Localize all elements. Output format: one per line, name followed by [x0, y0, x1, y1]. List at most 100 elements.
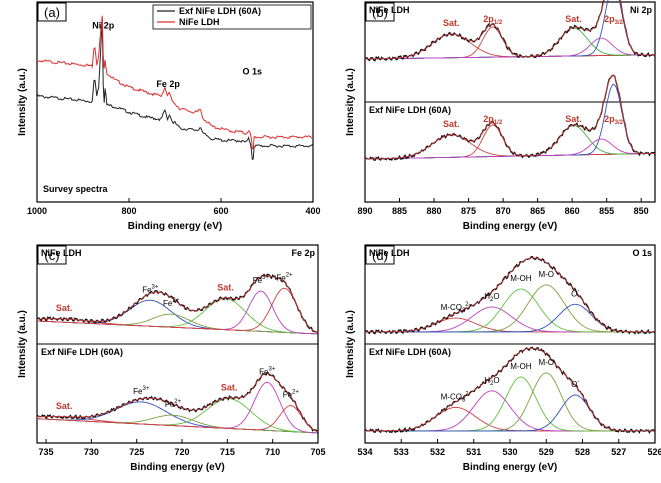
panel-d-component-peak: [365, 372, 655, 432]
panel-b-component-peak: [365, 125, 655, 160]
panel-b-xtick-label: 855: [599, 206, 614, 216]
panel-d-component-peak: [365, 390, 655, 432]
panel-a-series-1: [36, 15, 314, 150]
panel-b-xtick-label: 860: [565, 206, 580, 216]
panel-d-peak-label: O-: [571, 379, 579, 389]
panel-c-raw-data: [36, 273, 319, 335]
panel-b-xtick-label: 885: [392, 206, 407, 216]
panel-a-annotation: O 1s: [243, 67, 263, 77]
panel-a-xtick-label: 600: [213, 206, 228, 216]
panel-c-component-peak: [36, 405, 319, 433]
panel-c-sample-label: NiFe LDH: [41, 248, 82, 258]
panel-b-component-peak: [365, 26, 655, 60]
panel-d-corner-label: O 1s: [632, 248, 652, 258]
panel-b-label-box: [365, 2, 395, 22]
panel-b-xlabel: Binding energy (eV): [463, 221, 557, 232]
panel-b-component-peak: [365, 134, 655, 160]
panel-b-component-peak: [365, 37, 655, 60]
panel-d-peak-label: M-O: [538, 358, 554, 367]
panel-c-component-peak: [36, 381, 319, 434]
panel-c-peak-label: Fe2+: [276, 272, 293, 282]
panel-d-peak-label: M-OH: [510, 362, 532, 371]
panel-d-peak-label: M-CO32-: [441, 391, 471, 403]
panel-c-peak-label: Sat.: [217, 283, 234, 293]
panel-d-ylabel: Intensity (a.u.): [345, 310, 356, 378]
panel-a-legend-entry: Exf NiFe LDH (60A): [179, 6, 261, 16]
panel-c-envelope: [37, 373, 319, 433]
panel-d-component-peak: [365, 394, 655, 432]
panel-c-peak-label: Sat.: [56, 401, 73, 411]
panel-c-peak-label: Fe2+: [283, 390, 300, 400]
panel-a-xlabel: Binding energy (eV): [128, 221, 222, 232]
panel-c-xtick-label: 710: [265, 447, 280, 457]
panel-d-component-peak: [365, 306, 655, 333]
panel-a-xtick-label: 800: [121, 206, 136, 216]
panel-a-legend: [152, 4, 312, 30]
panel-b-peak-label: Sat.: [565, 114, 582, 124]
panel-b-xtick-label: 880: [427, 206, 442, 216]
panel-d-peak-label: M-O: [538, 270, 554, 279]
panel-d-sample-label: Exf NiFe LDH (60A): [369, 347, 451, 357]
panel-d-label-box: [365, 245, 395, 265]
panel-b-sample-label: Exf NiFe LDH (60A): [369, 105, 451, 115]
panel-d-xtick-label: 532: [430, 447, 445, 457]
panel-b-raw-data: [364, 0, 656, 62]
panel-b-peak-label: 2p1/2: [483, 114, 503, 126]
panel-b-sample-label: NiFe LDH: [369, 5, 410, 15]
panel-d-xtick-label: 531: [466, 447, 481, 457]
panel-c-xtick-label: 725: [129, 447, 144, 457]
panel-d-xtick-label: 528: [575, 447, 590, 457]
panel-c-corner-label: Fe 2p: [291, 248, 315, 258]
panel-c-envelope: [37, 275, 319, 334]
panel-d-peak-label: H2O: [484, 376, 499, 387]
panel-c-xtick-label: 720: [175, 447, 190, 457]
panel-c-xtick-label: 735: [39, 447, 54, 457]
panel-d-peak-label: H2O: [484, 292, 499, 303]
panel-d-xtick-label: 533: [394, 447, 409, 457]
panel-b-peak-label: Sat.: [565, 14, 582, 24]
panel-a-panel-label: (a): [44, 5, 60, 20]
panel-b-component-peak: [365, 27, 655, 60]
panel-d-peak-label: M-CO32-: [441, 302, 471, 314]
panel-d-raw-data: [364, 255, 656, 335]
panel-b-corner-label: Ni 2p: [630, 5, 653, 15]
panel-b-panel-label: (b): [372, 5, 388, 20]
panel-a-series-0: [36, 18, 314, 160]
panel-d-xlabel: Binding energy (eV): [463, 462, 557, 473]
panel-c-component-peak: [37, 299, 319, 335]
panel-c-xlabel: Binding energy (eV): [130, 462, 224, 473]
panel-c-xtick-label: 705: [310, 447, 325, 457]
panel-c-panel-label: (c): [44, 248, 59, 263]
panel-b-xtick-label: 865: [530, 206, 545, 216]
panel-a-frame: [36, 1, 314, 203]
panel-d-component-peak: [365, 376, 655, 432]
panel-c-peak-label: Sat.: [56, 303, 73, 313]
panel-b-xtick-label: 890: [357, 206, 372, 216]
panel-a-label-box: [37, 2, 67, 22]
panel-c-peak-label: Fe3+: [133, 386, 150, 396]
panel-d-component-peak: [365, 284, 655, 333]
panel-c-xtick-label: 715: [220, 447, 235, 457]
panel-c-peak-label: Fe2+: [163, 298, 180, 308]
panel-a-xtick-label: 1000: [27, 206, 47, 216]
panel-b-ylabel: Intensity (a.u.): [345, 68, 356, 136]
panel-d-envelope: [365, 257, 655, 333]
panel-c-peak-label: Fe2+: [165, 399, 182, 409]
panel-b-peak-label: 2p3/2: [604, 114, 624, 126]
panel-d-envelope: [365, 348, 655, 432]
panel-d-xtick-label: 526: [647, 447, 661, 457]
panel-b-peak-label: Sat.: [443, 18, 460, 28]
panel-d-xtick-label: 534: [357, 447, 372, 457]
panel-a-legend-entry: NiFe LDH: [179, 17, 220, 27]
panel-d-component-peak: [365, 303, 655, 333]
panel-c-peak-label: Fe3+: [253, 275, 270, 285]
panel-d-peak-label: O-: [571, 288, 579, 298]
panel-c-peak-label: Sat.: [221, 383, 238, 393]
panel-b-xtick-label: 850: [634, 206, 649, 216]
panel-c-xtick-label: 730: [84, 447, 99, 457]
panel-c-sample-label: Exf NiFe LDH (60A): [41, 347, 123, 357]
panel-c-ylabel: Intensity (a.u.): [17, 310, 28, 378]
panel-b-envelope: [365, 74, 655, 160]
panel-c-peak-label: Fe3+: [259, 366, 276, 376]
panel-a-annotation: Ni 2p: [92, 20, 115, 30]
